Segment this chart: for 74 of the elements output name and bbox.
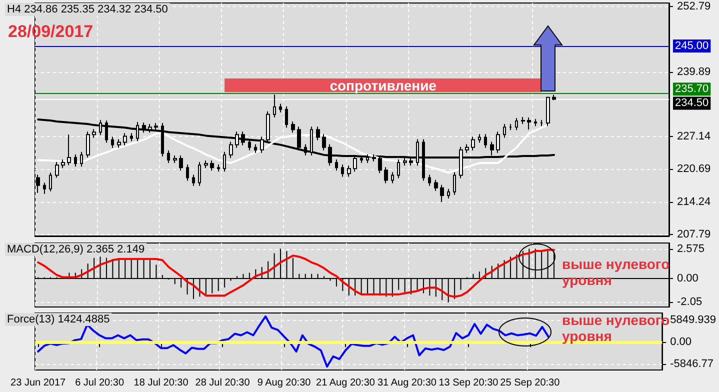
ref-line-label: 245.00 [675,40,709,52]
candlestick [285,106,288,128]
candlestick [509,124,512,131]
candlestick [384,166,388,184]
candlestick [186,164,189,182]
annotation: MACD(12,26,9) 2.365 2.149 [7,244,145,256]
x-tick-label: 9 Aug 20:30 [257,378,312,388]
y-tick-label: -2.05 [677,296,702,308]
candlestick [43,182,46,194]
y-tick-label: -5846.77 [670,358,714,370]
candlestick [335,158,338,172]
candlestick [521,116,525,125]
candlestick [297,126,301,151]
annotation: сопротивление [330,77,437,94]
y-tick-label: 0.00 [670,336,692,348]
x-tick-label: 31 Aug 20:30 [377,378,437,388]
ref-line-label: 234.50 [675,97,709,110]
y-tick-label: 2.575 [677,243,705,255]
candlestick [217,164,220,172]
y-tick-label: 207.79 [677,228,711,240]
candlestick [279,103,282,113]
candlestick [61,158,65,169]
candlestick [117,138,121,148]
candlestick [484,134,487,148]
candlestick [515,117,518,131]
x-tick-label: 25 Sep 20:30 [500,378,560,388]
candlestick [173,154,177,164]
candlestick [210,160,214,172]
candlestick [254,144,257,154]
candlestick [490,141,494,156]
candlestick [540,119,543,127]
ref-line-label: 235.70 [675,83,709,96]
candlestick [49,172,52,192]
candlestick [428,174,431,186]
candlestick [229,141,233,158]
y-tick-label: 214.24 [677,196,711,208]
x-tick-label: 23 Jun 2017 [10,378,66,388]
y-tick-label: 220.69 [677,163,711,176]
candlestick [434,179,438,192]
candlestick [241,131,245,146]
y-tick-label: 0.00 [677,272,698,284]
candlestick [316,126,320,141]
annotation: H4 234.86 235.35 234.32 234.50 [7,4,168,16]
candlestick [148,124,152,134]
y-tick-label: 239.89 [677,66,711,78]
candlestick [291,121,295,134]
y-tick-label: 252.79 [677,0,711,13]
x-tick-label: 18 Jul 20:30 [134,378,189,388]
x-tick-label: 6 Jul 20:30 [75,378,124,388]
candlestick [440,184,444,203]
y-tick-label: 227.14 [677,130,711,142]
y-tick-label: 5849.939 [670,314,716,326]
candlestick [534,118,537,127]
candlestick [496,131,500,154]
candlestick [527,116,531,130]
candlestick [552,94,556,101]
candlestick [111,136,114,148]
candlestick [341,164,344,178]
candlestick [142,122,146,134]
x-tick-label: 13 Sep 20:30 [438,378,499,388]
candlestick [179,154,183,172]
candlestick [192,174,195,186]
candlestick [447,188,450,199]
candlestick [80,151,83,168]
x-tick-label: 28 Jul 20:30 [195,378,250,388]
candlestick [391,172,394,184]
candlestick [130,132,133,142]
candlestick [304,144,307,156]
x-tick-label: 21 Aug 20:30 [316,378,376,388]
candlestick [167,150,170,164]
candlestick [74,154,77,168]
candlestick [248,138,251,151]
candlestick [322,134,326,151]
annotation: Force(13) 1424.4885 [7,314,110,326]
